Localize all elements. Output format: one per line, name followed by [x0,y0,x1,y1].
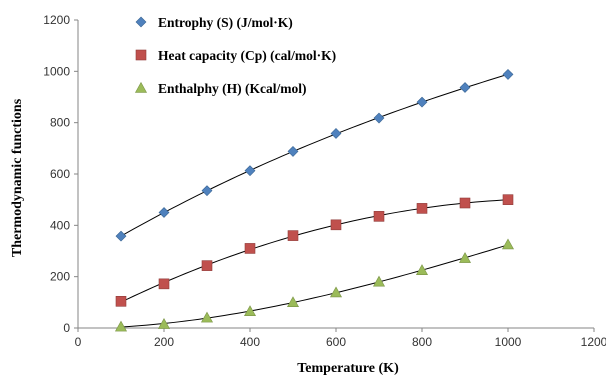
legend: Entrophy (S) (J/mol·K) Heat capacity (Cp)… [134,15,336,96]
y-tick-label: 400 [50,218,70,232]
x-tick-label: 600 [326,335,346,349]
x-tick-label: 200 [154,335,174,349]
data-point-series-0 [244,165,256,177]
data-point-series-1 [201,260,213,271]
legend-marker-0 [135,16,147,28]
data-point-series-2 [243,305,257,317]
data-point-series-2 [200,311,214,323]
tick-labels: 0 200 400 600 800 1000 1200 0 200 400 600 800 1000 12… [43,13,606,349]
data-point-series-2 [458,252,472,263]
data-point-series-1 [244,243,256,254]
data-point-series-0 [502,68,514,80]
trendline-series-2 [120,244,509,328]
y-tick-label: 200 [50,270,70,284]
trendlines [120,73,509,328]
y-tick-label: 600 [50,167,70,181]
data-point-series-0 [115,230,127,242]
data-point-series-2 [329,286,343,298]
data-point-series-0 [201,185,213,197]
data-point-series-1 [158,278,170,290]
data-point-series-0 [330,128,342,139]
data-point-series-0 [459,82,471,93]
x-tick-label: 1000 [495,335,522,349]
data-points [114,68,515,332]
data-point-series-0 [373,112,385,124]
x-tick-label: 400 [240,335,260,349]
data-point-series-2 [157,318,171,329]
data-point-series-0 [158,207,170,218]
y-tick-label: 1200 [43,13,70,27]
data-point-series-1 [115,296,127,307]
y-tick-label: 800 [50,116,70,130]
data-point-series-1 [416,203,428,214]
trendline-series-0 [120,73,509,237]
data-point-series-1 [502,194,514,205]
y-tick-label: 1000 [43,64,70,78]
x-tick-label: 0 [75,335,82,349]
x-tick-label: 1200 [581,335,606,349]
legend-label-0: Entrophy (S) (J/mol·K) [158,15,293,30]
legend-label-2: Enthalphy (H) (Kcal/mol) [158,81,307,96]
y-tick-label: 0 [63,321,70,335]
data-point-series-2 [372,275,386,287]
data-point-series-2 [415,264,429,275]
data-point-series-1 [330,219,342,231]
data-point-series-2 [501,238,515,250]
data-point-series-1 [287,230,299,241]
data-point-series-1 [459,197,471,209]
axes [74,19,595,332]
legend-label-1: Heat capacity (Cp) (cal/mol·K) [158,48,336,63]
data-point-series-0 [416,96,428,108]
x-tick-label: 800 [412,335,432,349]
data-point-series-1 [373,211,385,222]
legend-marker-1 [135,49,147,61]
y-axis-title: Thermodynamic functions [10,98,25,257]
legend-marker-2 [134,81,148,93]
data-point-series-0 [287,145,299,157]
data-point-series-2 [114,320,128,332]
data-point-series-2 [286,296,300,308]
x-axis-title: Temperature (K) [297,361,399,376]
trendline-series-1 [120,199,509,303]
